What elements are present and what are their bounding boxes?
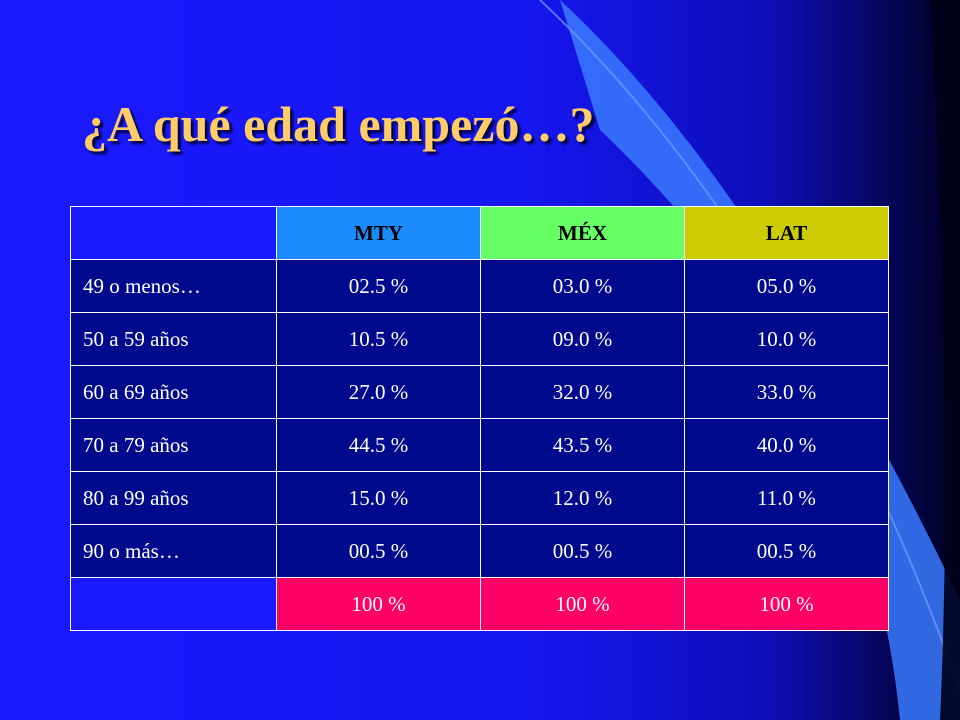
table-total-row: 100 % 100 % 100 % bbox=[70, 577, 889, 631]
cell-mty: 02.5 % bbox=[276, 259, 481, 313]
header-mex: MÉX bbox=[480, 206, 685, 260]
row-label: 50 a 59 años bbox=[70, 312, 277, 366]
row-label: 49 o menos… bbox=[70, 259, 277, 313]
cell-mty: 00.5 % bbox=[276, 524, 481, 578]
background-wave-light bbox=[560, 0, 960, 720]
table-row: 80 a 99 años 15.0 % 12.0 % 11.0 % bbox=[70, 471, 889, 525]
cell-mex: 12.0 % bbox=[480, 471, 685, 525]
row-label: 80 a 99 años bbox=[70, 471, 277, 525]
row-label: 90 o más… bbox=[70, 524, 277, 578]
cell-lat: 40.0 % bbox=[684, 418, 889, 472]
table-row: 49 o menos… 02.5 % 03.0 % 05.0 % bbox=[70, 259, 889, 313]
age-table: MTY MÉX LAT 49 o menos… 02.5 % 03.0 % 05… bbox=[70, 206, 889, 631]
page-title: ¿A qué edad empezó…? bbox=[82, 96, 595, 152]
cell-lat: 33.0 % bbox=[684, 365, 889, 419]
cell-lat: 11.0 % bbox=[684, 471, 889, 525]
cell-mex: 32.0 % bbox=[480, 365, 685, 419]
cell-lat: 10.0 % bbox=[684, 312, 889, 366]
background-dark-edge bbox=[930, 0, 960, 720]
table-row: 70 a 79 años 44.5 % 43.5 % 40.0 % bbox=[70, 418, 889, 472]
header-mty: MTY bbox=[276, 206, 481, 260]
table-row: 90 o más… 00.5 % 00.5 % 00.5 % bbox=[70, 524, 889, 578]
total-blank-cell bbox=[70, 577, 277, 631]
total-mty: 100 % bbox=[276, 577, 481, 631]
cell-mex: 03.0 % bbox=[480, 259, 685, 313]
cell-lat: 00.5 % bbox=[684, 524, 889, 578]
header-blank-cell bbox=[70, 206, 277, 260]
row-label: 60 a 69 años bbox=[70, 365, 277, 419]
cell-lat: 05.0 % bbox=[684, 259, 889, 313]
total-lat: 100 % bbox=[684, 577, 889, 631]
cell-mex: 09.0 % bbox=[480, 312, 685, 366]
cell-mex: 00.5 % bbox=[480, 524, 685, 578]
cell-mty: 27.0 % bbox=[276, 365, 481, 419]
table-row: 50 a 59 años 10.5 % 09.0 % 10.0 % bbox=[70, 312, 889, 366]
header-lat: LAT bbox=[684, 206, 889, 260]
row-label: 70 a 79 años bbox=[70, 418, 277, 472]
total-mex: 100 % bbox=[480, 577, 685, 631]
cell-mex: 43.5 % bbox=[480, 418, 685, 472]
table-header-row: MTY MÉX LAT bbox=[70, 206, 889, 260]
cell-mty: 10.5 % bbox=[276, 312, 481, 366]
cell-mty: 44.5 % bbox=[276, 418, 481, 472]
table-row: 60 a 69 años 27.0 % 32.0 % 33.0 % bbox=[70, 365, 889, 419]
cell-mty: 15.0 % bbox=[276, 471, 481, 525]
